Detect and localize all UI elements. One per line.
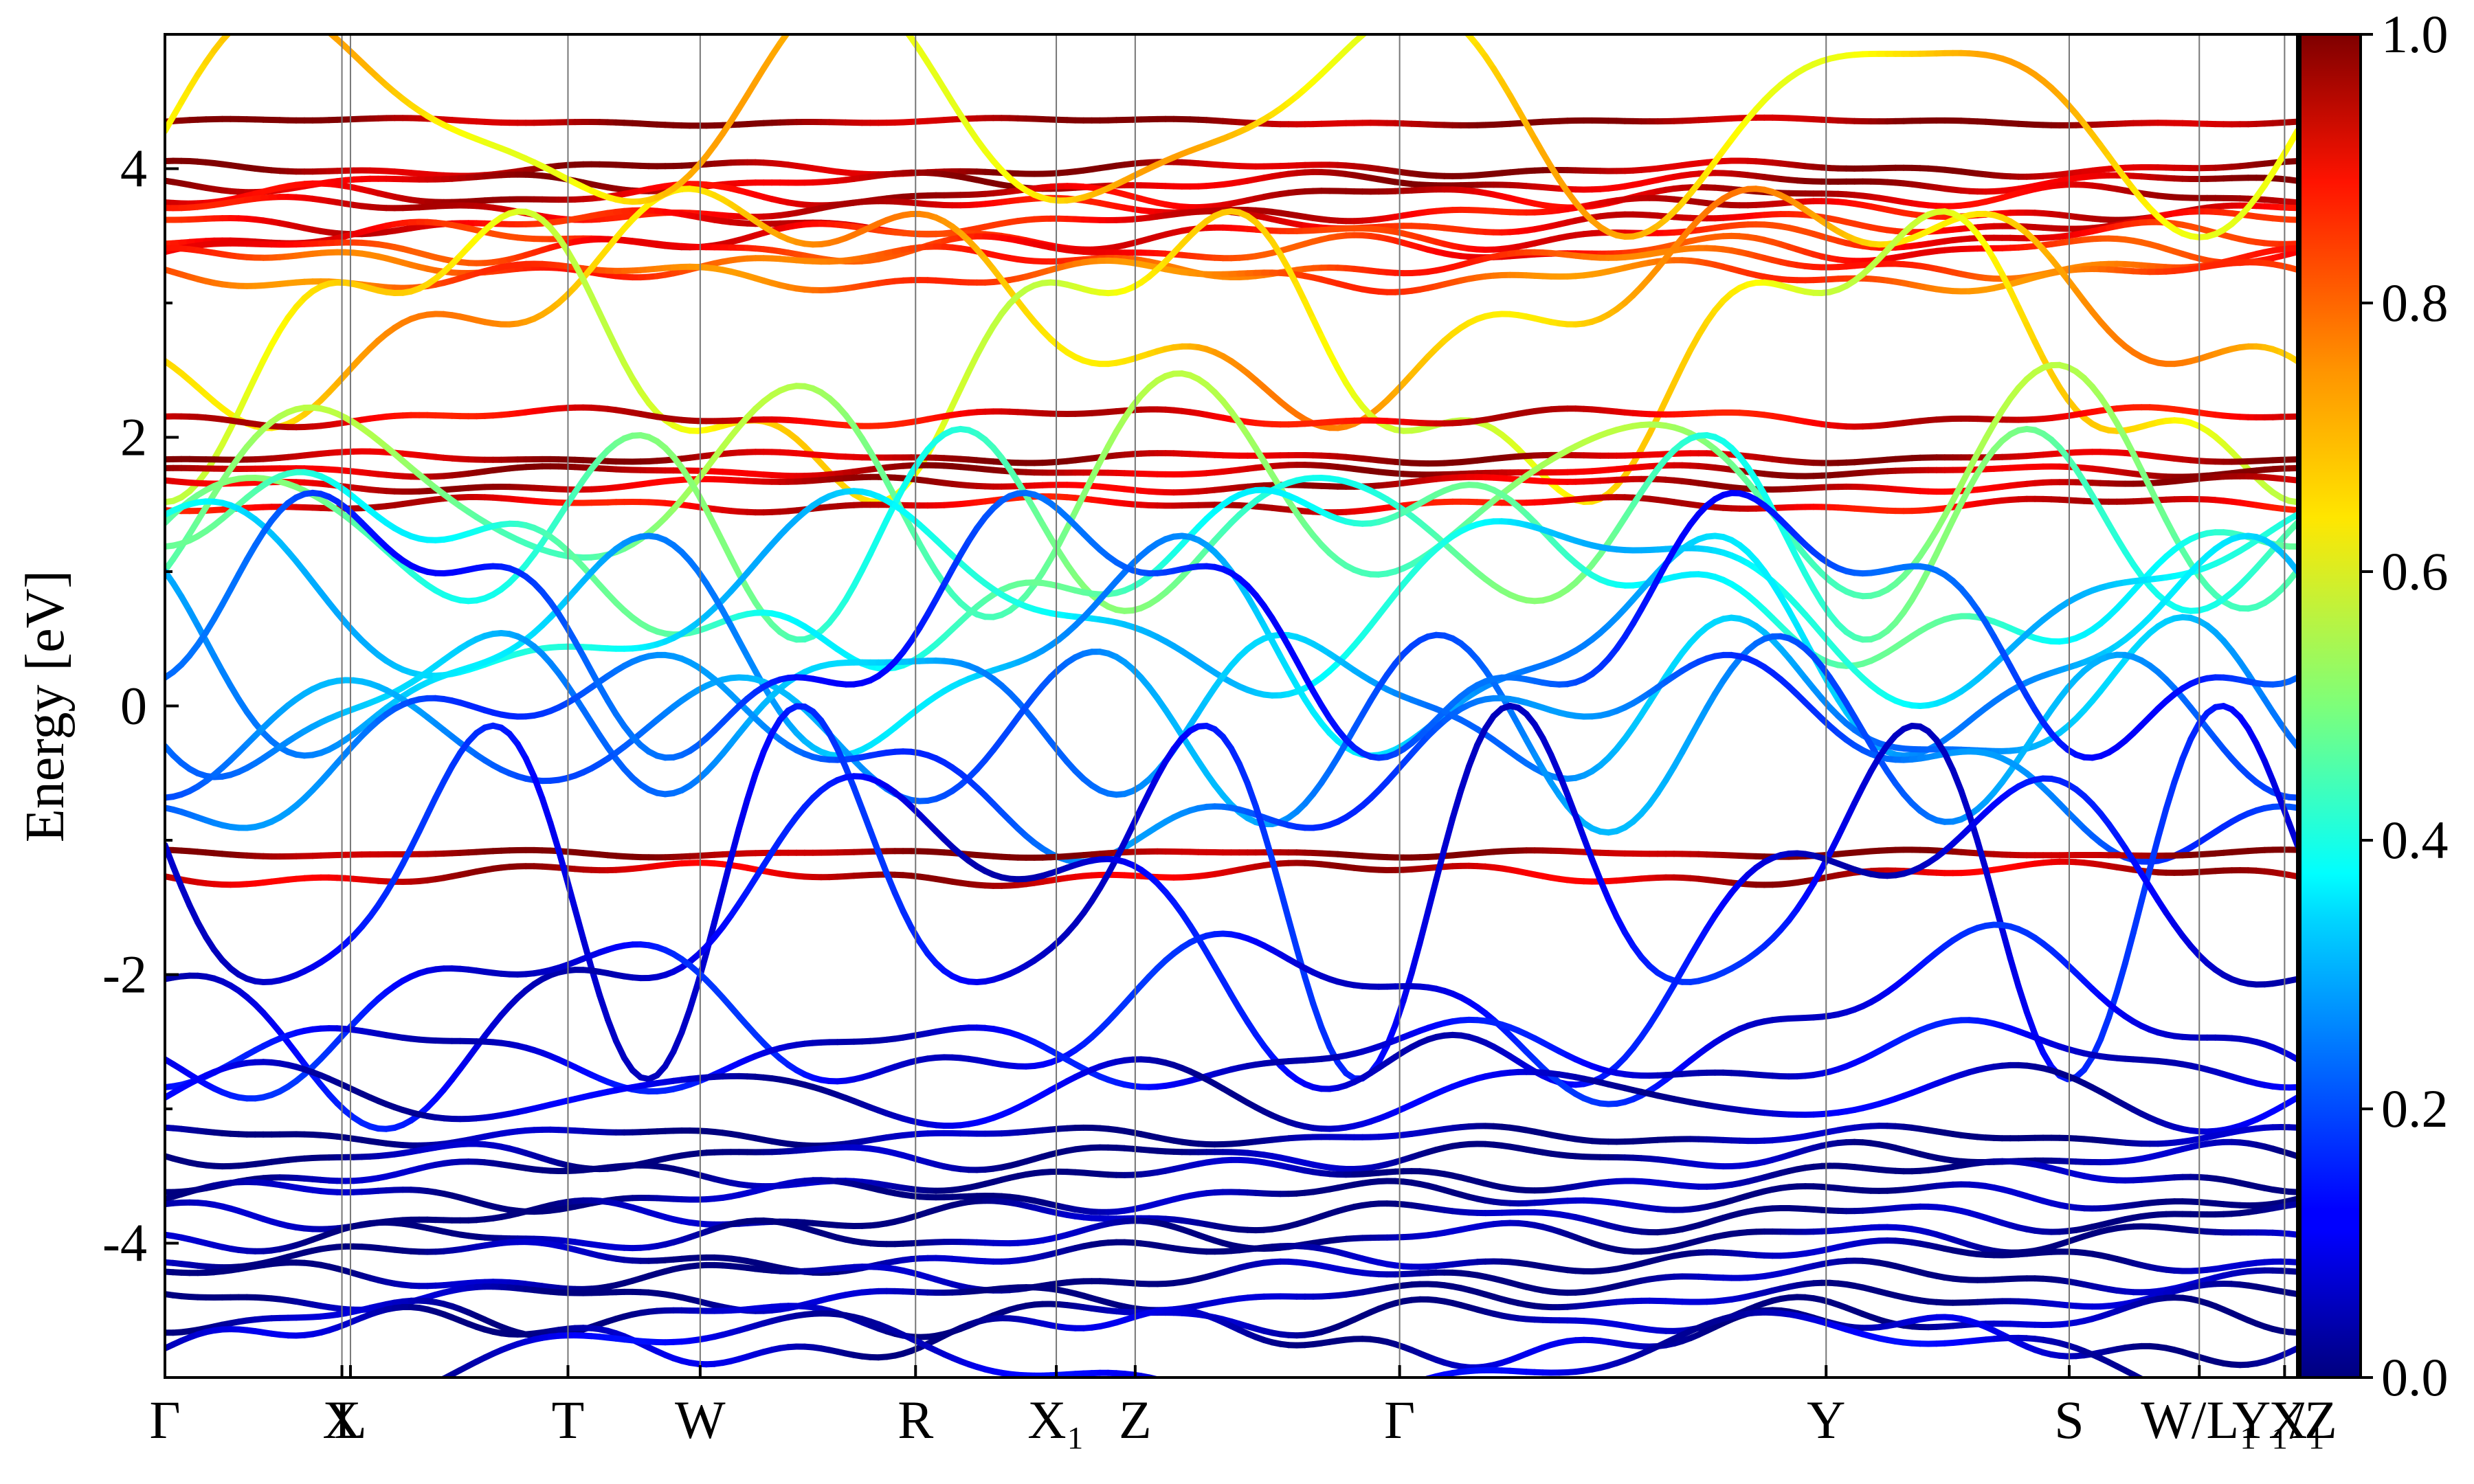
band-segment <box>887 8 895 17</box>
band-segment <box>1379 16 1387 22</box>
band-segment <box>813 0 821 4</box>
band-segment <box>895 16 903 27</box>
band-segment <box>313 20 321 25</box>
band-segment <box>231 23 239 31</box>
band-segment <box>296 12 304 16</box>
band-segment <box>805 4 813 12</box>
band-segment <box>263 8 271 9</box>
band-segment <box>1453 20 1461 27</box>
band <box>165 207 2297 238</box>
band <box>165 168 2297 196</box>
band-segment <box>1395 9 1403 12</box>
band <box>165 194 2297 225</box>
band-segment <box>1387 12 1395 16</box>
band-segment <box>796 12 805 21</box>
band-segment <box>1436 10 1445 14</box>
band-segment <box>255 9 263 12</box>
band-segment <box>1412 7 1420 8</box>
bands-layer <box>165 0 2297 1378</box>
band-segment <box>878 1 887 8</box>
band-segment <box>1370 22 1379 28</box>
band-segment <box>280 8 288 9</box>
band-segment <box>1445 14 1453 19</box>
band-segment <box>304 15 313 20</box>
band-segment <box>786 34 790 35</box>
band-segment <box>1420 7 1428 8</box>
band-segment <box>247 12 255 17</box>
band-segment <box>238 17 247 23</box>
band-segment <box>1403 7 1412 9</box>
band-segment <box>1428 8 1436 10</box>
band-segment <box>326 34 331 36</box>
band <box>165 114 2297 129</box>
band-segment <box>870 0 878 1</box>
band-segment <box>288 9 296 12</box>
